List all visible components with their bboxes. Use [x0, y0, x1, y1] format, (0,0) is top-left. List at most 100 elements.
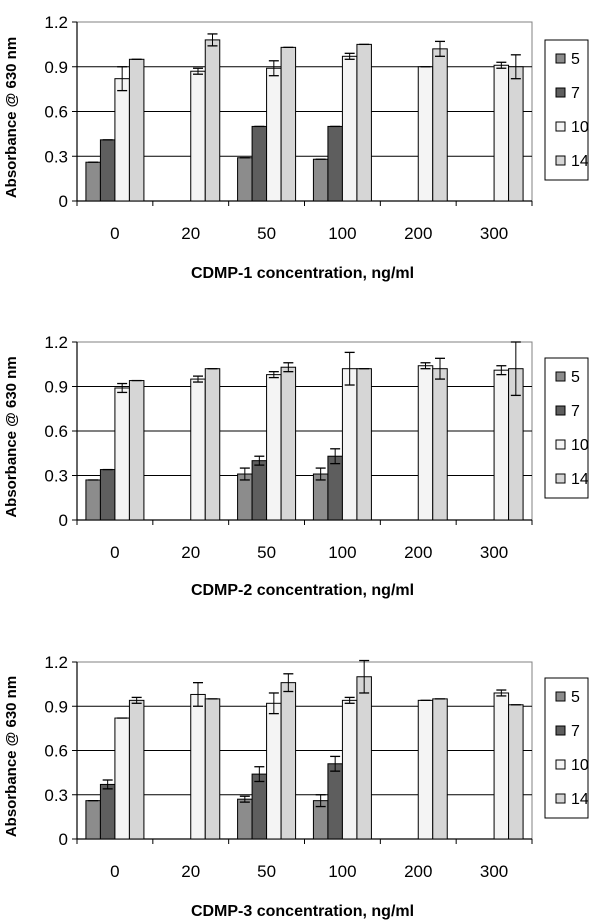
legend-label-5: 5 — [571, 689, 580, 706]
bar-10-at-300 — [493, 369, 510, 521]
bar-7-at-50 — [251, 125, 268, 202]
bar-5-at-100 — [312, 473, 329, 521]
legend-swatch-7 — [555, 405, 566, 416]
y-tick-label: 0.9 — [44, 58, 68, 77]
legend-swatch-14 — [555, 793, 566, 804]
bar-10-at-20 — [190, 70, 206, 202]
bar-14-at-200 — [432, 698, 448, 840]
bar-5-at-50 — [237, 473, 253, 521]
bar-10-at-300 — [493, 692, 510, 840]
legend-swatch-10 — [555, 439, 566, 450]
bar-14-at-0 — [128, 58, 145, 202]
bar-14-at-0 — [128, 699, 145, 840]
bar-7-at-100 — [327, 125, 343, 202]
legend-label-14: 14 — [571, 791, 589, 808]
x-tick-label: 0 — [110, 862, 119, 881]
chart-panel-2: 0 0.3 0.6 0.9 1.2 0 20 50 100 200 300 CDMP-2 concen… — [3, 333, 589, 599]
bar-7-at-100 — [327, 763, 343, 840]
bar-5-at-0 — [85, 479, 101, 521]
legend-swatch-7 — [555, 87, 566, 98]
legend-label-10: 10 — [571, 437, 589, 454]
legend-label-5: 5 — [571, 369, 580, 386]
x-axis-label: CDMP-1 concentration, ng/ml — [191, 265, 414, 282]
bar-14-at-0 — [128, 380, 145, 521]
x-tick-label: 200 — [404, 543, 432, 562]
bar-5-at-50 — [237, 798, 253, 840]
bar-7-at-50 — [251, 460, 268, 521]
bar-5-at-0 — [85, 161, 101, 202]
y-tick-label: 0.3 — [44, 786, 68, 805]
bar-10-at-200 — [417, 365, 434, 521]
bar-7-at-100 — [327, 455, 343, 521]
bar-5-at-100 — [312, 158, 329, 202]
legend-label-7: 7 — [571, 403, 580, 420]
bar-14-at-50 — [280, 46, 297, 202]
bar-10-at-100 — [341, 55, 358, 202]
y-tick-label: 1.2 — [44, 333, 68, 352]
legend-label-10: 10 — [571, 757, 589, 774]
legend-swatch-14 — [555, 155, 566, 166]
bar-7-at-0 — [99, 139, 116, 202]
legend-label-5: 5 — [571, 51, 580, 68]
legend-label-10: 10 — [571, 119, 589, 136]
legend-label-7: 7 — [571, 85, 580, 102]
legend-box — [544, 39, 589, 181]
bar-14-at-100 — [356, 43, 372, 202]
bar-7-at-0 — [99, 469, 116, 521]
x-tick-label: 50 — [257, 224, 276, 243]
y-axis-label: Absorbance @ 630 nm — [3, 37, 20, 198]
x-tick-label: 20 — [181, 862, 200, 881]
x-tick-label: 100 — [328, 224, 356, 243]
x-tick-label: 200 — [404, 224, 432, 243]
y-tick-label: 0.3 — [44, 147, 68, 166]
bar-10-at-50 — [266, 702, 282, 840]
legend-swatch-5 — [555, 371, 566, 382]
legend-swatch-14 — [555, 473, 566, 484]
legend-swatch-5 — [555, 53, 566, 64]
bar-10-at-100 — [341, 699, 358, 840]
x-tick-label: 0 — [110, 224, 119, 243]
y-tick-label: 1.2 — [44, 13, 68, 32]
bar-10-at-20 — [190, 693, 206, 840]
x-tick-label: 0 — [110, 543, 119, 562]
chart-panel-1: 0 0.3 0.6 0.9 1.2 0 20 50 100 200 300 CDMP-1 concen… — [3, 13, 589, 282]
bar-10-at-20 — [190, 378, 206, 521]
bar-14-at-50 — [280, 366, 297, 521]
chart-panel-3: 0 0.3 0.6 0.9 1.2 0 20 50 100 200 300 CDMP-3 concen… — [3, 653, 589, 920]
bar-10-at-0 — [114, 387, 130, 521]
x-tick-label: 50 — [257, 543, 276, 562]
bar-7-at-0 — [99, 783, 116, 840]
legend-box — [544, 677, 589, 819]
x-axis-label: CDMP-2 concentration, ng/ml — [191, 582, 414, 599]
bar-5-at-50 — [237, 157, 253, 202]
legend-label-7: 7 — [571, 723, 580, 740]
bar-14-at-20 — [204, 368, 221, 521]
x-tick-label: 50 — [257, 862, 276, 881]
y-tick-label: 0.9 — [44, 697, 68, 716]
legend-label-14: 14 — [571, 471, 589, 488]
x-tick-label: 20 — [181, 224, 200, 243]
y-tick-label: 0.6 — [44, 422, 68, 441]
y-tick-label: 0.6 — [44, 742, 68, 761]
y-tick-label: 0 — [59, 511, 68, 530]
bar-14-at-100 — [356, 368, 372, 521]
bar-14-at-300 — [508, 66, 524, 202]
bar-10-at-200 — [417, 699, 434, 840]
y-tick-label: 1.2 — [44, 653, 68, 672]
bar-7-at-50 — [251, 773, 268, 840]
bar-14-at-300 — [508, 704, 524, 840]
bar-10-at-300 — [493, 64, 510, 202]
y-tick-label: 0.6 — [44, 103, 68, 122]
legend-swatch-7 — [555, 725, 566, 736]
x-tick-label: 300 — [480, 224, 508, 243]
legend-swatch-5 — [555, 691, 566, 702]
bar-10-at-0 — [114, 78, 130, 202]
y-tick-label: 0.9 — [44, 378, 68, 397]
legend-swatch-10 — [555, 759, 566, 770]
legend-swatch-10 — [555, 121, 566, 132]
y-axis-label: Absorbance @ 630 nm — [3, 676, 20, 837]
bar-14-at-200 — [432, 368, 448, 521]
y-tick-label: 0.3 — [44, 467, 68, 486]
legend-label-14: 14 — [571, 153, 589, 170]
